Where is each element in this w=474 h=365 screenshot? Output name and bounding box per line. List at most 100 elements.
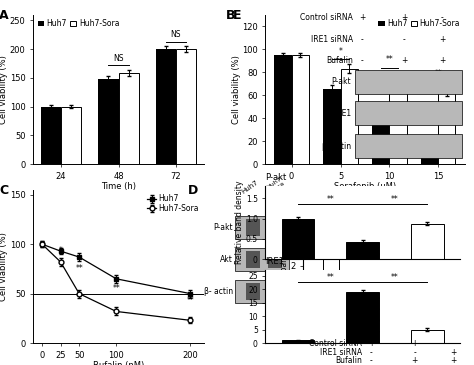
Text: IRE1 siRNA: IRE1 siRNA — [311, 35, 353, 44]
Legend: Huh7, Huh7-Sora: Huh7, Huh7-Sora — [37, 18, 120, 29]
Bar — [421, 150, 438, 164]
Text: IRE1: IRE1 — [334, 109, 351, 118]
Text: P-akt: P-akt — [214, 223, 233, 232]
Text: **: ** — [435, 69, 442, 78]
Bar — [235, 248, 289, 271]
Text: Bufalin: Bufalin — [336, 356, 362, 365]
Bar — [282, 219, 314, 259]
Text: -: - — [452, 339, 455, 349]
Bar — [235, 216, 289, 239]
Bar — [176, 49, 196, 164]
Bar — [369, 300, 385, 328]
Text: Huh7-
Sora: Huh7- Sora — [266, 175, 288, 195]
X-axis label: Bufalin (nM): Bufalin (nM) — [93, 361, 144, 365]
Text: -: - — [361, 57, 364, 65]
Text: **: ** — [326, 195, 334, 204]
Bar — [292, 55, 309, 164]
Bar — [156, 49, 176, 164]
Y-axis label: Relative band density: Relative band density — [280, 221, 289, 304]
Bar — [118, 73, 138, 164]
Text: **: ** — [112, 284, 120, 293]
Text: -: - — [370, 356, 373, 365]
Text: D: D — [188, 184, 198, 197]
Text: -: - — [441, 13, 444, 22]
Text: +: + — [450, 356, 456, 365]
Bar — [61, 107, 81, 164]
Text: -: - — [361, 35, 364, 44]
Text: **: ** — [391, 195, 399, 204]
Text: IRE1 siRNA: IRE1 siRNA — [320, 348, 362, 357]
Bar — [41, 107, 61, 164]
Bar — [268, 283, 282, 300]
Text: +: + — [401, 13, 408, 22]
Bar — [340, 69, 358, 164]
Text: NS: NS — [113, 54, 124, 63]
Y-axis label: Cell viability (%): Cell viability (%) — [0, 55, 9, 124]
Text: Huh7: Huh7 — [240, 179, 259, 195]
Text: -: - — [370, 348, 373, 357]
Bar — [438, 92, 456, 164]
Bar — [246, 251, 260, 268]
Legend: Huh7, Huh7-Sora: Huh7, Huh7-Sora — [378, 18, 461, 29]
X-axis label: Sorafenib (μM): Sorafenib (μM) — [334, 182, 396, 191]
Text: C: C — [0, 184, 8, 197]
Text: -: - — [413, 348, 416, 357]
Bar — [268, 219, 282, 236]
Text: +: + — [439, 35, 446, 44]
X-axis label: Time (h): Time (h) — [101, 182, 136, 191]
Bar — [307, 297, 323, 328]
Text: Bufalin: Bufalin — [326, 57, 353, 65]
Text: +: + — [411, 356, 418, 365]
Bar — [356, 134, 462, 158]
Text: **: ** — [391, 273, 399, 282]
Text: Control siRNA: Control siRNA — [310, 339, 362, 349]
Bar — [372, 124, 390, 164]
Text: P-akt: P-akt — [331, 77, 351, 87]
Text: IRE1: IRE1 — [265, 257, 284, 266]
Text: **: ** — [385, 55, 393, 64]
Text: β- actin: β- actin — [204, 287, 233, 296]
Text: B: B — [226, 9, 235, 22]
Bar — [274, 55, 292, 164]
Text: +: + — [439, 57, 446, 65]
Bar — [356, 70, 462, 94]
Bar — [346, 242, 379, 259]
Bar — [323, 233, 339, 328]
Text: -: - — [403, 35, 406, 44]
Y-axis label: Cell viability (%): Cell viability (%) — [232, 55, 241, 124]
Text: +: + — [450, 348, 456, 357]
Text: Control siRNA: Control siRNA — [300, 13, 353, 22]
Bar — [353, 297, 369, 328]
Text: **: ** — [326, 273, 334, 282]
Bar — [246, 283, 260, 300]
Bar — [282, 341, 314, 343]
Y-axis label: Relative band density: Relative band density — [235, 181, 244, 264]
Text: **: ** — [319, 215, 327, 224]
Text: NS: NS — [364, 283, 374, 292]
Text: NS: NS — [171, 30, 181, 39]
Bar — [346, 292, 379, 343]
Legend: Huh7, Huh7-Sora: Huh7, Huh7-Sora — [312, 201, 385, 208]
Text: +: + — [359, 13, 365, 22]
Bar — [268, 251, 282, 268]
Text: *: * — [59, 246, 63, 254]
Bar — [246, 219, 260, 236]
Bar — [411, 330, 444, 343]
Text: A: A — [0, 9, 9, 22]
Text: β- actin: β- actin — [322, 142, 351, 151]
Bar — [356, 101, 462, 125]
Y-axis label: Cell viability (%): Cell viability (%) — [0, 232, 9, 301]
Text: +: + — [368, 339, 374, 349]
Bar — [235, 280, 289, 303]
Text: *: * — [338, 47, 342, 56]
Bar — [390, 78, 407, 164]
Text: +: + — [411, 339, 418, 349]
Legend: Huh7, Huh7-Sora: Huh7, Huh7-Sora — [146, 193, 200, 214]
Bar — [99, 79, 118, 164]
Text: **: ** — [75, 264, 83, 273]
Text: E: E — [233, 9, 241, 22]
Bar — [411, 224, 444, 259]
Text: P-akt: P-akt — [265, 173, 287, 182]
Text: Akt: Akt — [220, 255, 233, 264]
Bar — [323, 89, 340, 164]
